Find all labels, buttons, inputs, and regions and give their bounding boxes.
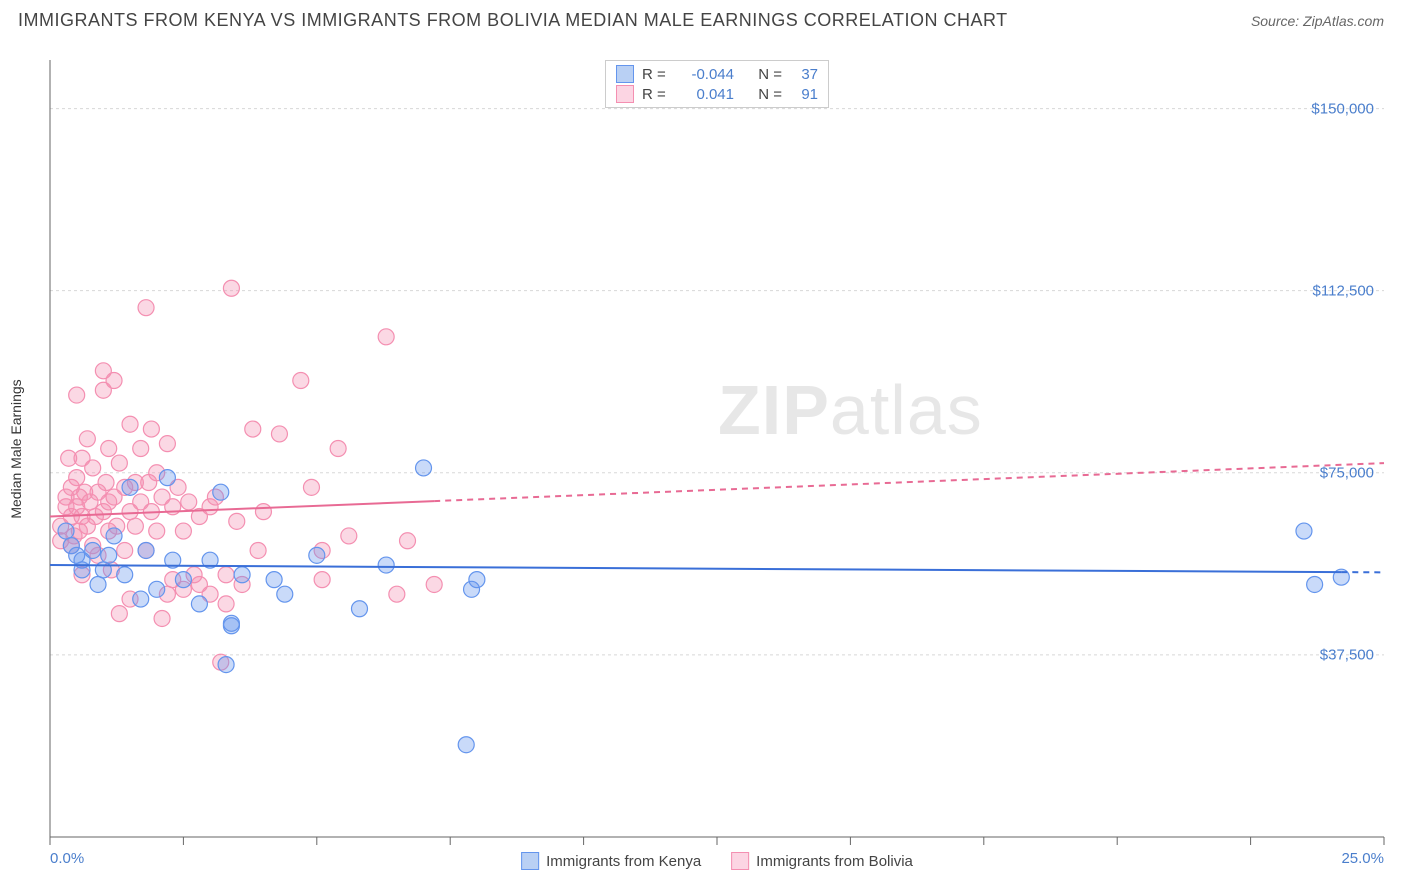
data-point <box>58 523 74 539</box>
data-point <box>314 572 330 588</box>
scatter-plot <box>50 60 1384 837</box>
data-point <box>223 280 239 296</box>
source-label: Source: ZipAtlas.com <box>1251 13 1384 29</box>
legend-swatch <box>616 85 634 103</box>
data-point <box>351 601 367 617</box>
data-point <box>469 572 485 588</box>
data-point <box>378 329 394 345</box>
legend-item: Immigrants from Bolivia <box>731 852 913 870</box>
data-point <box>117 567 133 583</box>
data-point <box>122 479 138 495</box>
data-point <box>138 300 154 316</box>
data-point <box>149 523 165 539</box>
x-max-label: 25.0% <box>1341 850 1384 867</box>
data-point <box>159 436 175 452</box>
data-point <box>389 586 405 602</box>
data-point <box>245 421 261 437</box>
data-point <box>85 542 101 558</box>
data-point <box>218 596 234 612</box>
data-point <box>303 479 319 495</box>
data-point <box>293 373 309 389</box>
data-point <box>218 657 234 673</box>
y-tick-label: $112,500 <box>1313 282 1374 299</box>
legend-item: Immigrants from Kenya <box>521 852 701 870</box>
y-tick-label: $37,500 <box>1320 646 1374 663</box>
data-point <box>111 606 127 622</box>
data-point <box>229 513 245 529</box>
data-point <box>90 576 106 592</box>
data-point <box>111 455 127 471</box>
data-point <box>330 441 346 457</box>
data-point <box>117 542 133 558</box>
data-point <box>106 528 122 544</box>
data-point <box>181 494 197 510</box>
chart-container: Median Male Earnings ZIPatlas R =-0.044N… <box>50 60 1384 837</box>
legend-label: Immigrants from Kenya <box>546 853 701 870</box>
series-legend: Immigrants from Kenya Immigrants from Bol… <box>521 852 913 870</box>
data-point <box>191 596 207 612</box>
data-point <box>250 542 266 558</box>
data-point <box>175 572 191 588</box>
y-tick-label: $75,000 <box>1320 464 1374 481</box>
data-point <box>213 484 229 500</box>
data-point <box>95 562 111 578</box>
data-point <box>426 576 442 592</box>
data-point <box>234 567 250 583</box>
legend-row: R =-0.044N =37 <box>616 64 818 84</box>
data-point <box>98 474 114 490</box>
data-point <box>458 737 474 753</box>
data-point <box>218 567 234 583</box>
legend-swatch <box>521 852 539 870</box>
data-point <box>122 416 138 432</box>
data-point <box>255 504 271 520</box>
legend-label: Immigrants from Bolivia <box>756 853 913 870</box>
data-point <box>101 547 117 563</box>
data-point <box>138 542 154 558</box>
data-point <box>159 470 175 486</box>
x-min-label: 0.0% <box>50 850 84 867</box>
data-point <box>79 431 95 447</box>
correlation-legend: R =-0.044N =37R =0.041N =91 <box>605 60 829 108</box>
data-point <box>143 421 159 437</box>
data-point <box>69 470 85 486</box>
data-point <box>127 518 143 534</box>
data-point <box>69 387 85 403</box>
data-point <box>133 441 149 457</box>
legend-row: R =0.041N =91 <box>616 84 818 104</box>
data-point <box>266 572 282 588</box>
data-point <box>85 460 101 476</box>
data-point <box>175 523 191 539</box>
data-point <box>378 557 394 573</box>
legend-swatch <box>616 65 634 83</box>
data-point <box>106 373 122 389</box>
data-point <box>101 441 117 457</box>
data-point <box>133 591 149 607</box>
data-point <box>154 610 170 626</box>
data-point <box>416 460 432 476</box>
y-axis-label: Median Male Earnings <box>8 379 24 518</box>
data-point <box>1296 523 1312 539</box>
data-point <box>223 618 239 634</box>
legend-swatch <box>731 852 749 870</box>
data-point <box>149 581 165 597</box>
data-point <box>271 426 287 442</box>
chart-title: IMMIGRANTS FROM KENYA VS IMMIGRANTS FROM… <box>18 10 1008 31</box>
y-tick-label: $150,000 <box>1311 100 1374 117</box>
data-point <box>277 586 293 602</box>
data-point <box>400 533 416 549</box>
data-point <box>341 528 357 544</box>
data-point <box>309 547 325 563</box>
trend-line-dashed <box>434 463 1384 501</box>
data-point <box>1307 576 1323 592</box>
